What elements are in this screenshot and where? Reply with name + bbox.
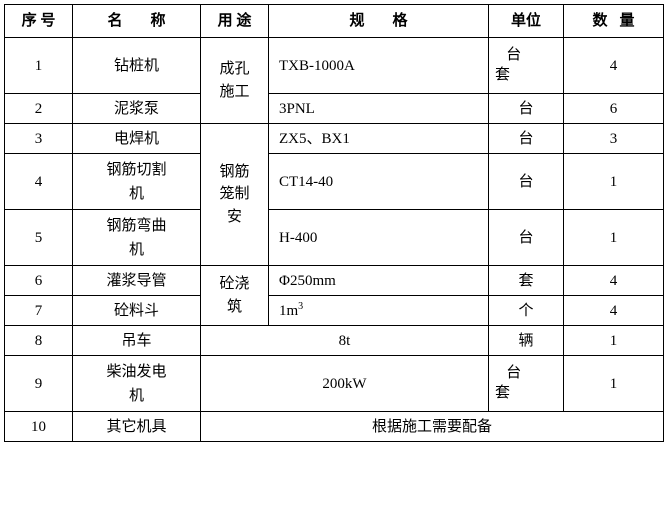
- cell-qty: 1: [564, 154, 664, 210]
- cell-spec: H-400: [269, 210, 489, 266]
- table-row: 3 电焊机 钢筋笼制安 ZX5、BX1 台 3: [5, 124, 664, 154]
- cell-spec: TXB-1000A: [269, 38, 489, 94]
- cell-unit: 台: [489, 154, 564, 210]
- cell-qty: 1: [564, 210, 664, 266]
- table-row: 4 钢筋切割机 CT14-40 台 1: [5, 154, 664, 210]
- cell-name: 钻桩机: [73, 38, 201, 94]
- cell-name: 砼料斗: [73, 296, 201, 326]
- cell-unit: 个: [489, 296, 564, 326]
- cell-unit: 台: [489, 210, 564, 266]
- table-row: 10 其它机具 根据施工需要配备: [5, 412, 664, 442]
- name-label: 柴油发电机: [106, 364, 166, 404]
- header-use: 用 途: [201, 5, 269, 38]
- use-label: 砼浇筑: [219, 276, 249, 315]
- cell-qty: 4: [564, 296, 664, 326]
- cell-name: 钢筋切割机: [73, 154, 201, 210]
- table-row: 1 钻桩机 成孔施工 TXB-1000A 台套 4: [5, 38, 664, 94]
- cell-seq: 6: [5, 266, 73, 296]
- cell-spec-merged: 根据施工需要配备: [201, 412, 664, 442]
- cell-use: 成孔施工: [201, 38, 269, 124]
- header-qty: 数量: [564, 5, 664, 38]
- cell-qty: 1: [564, 356, 664, 412]
- cell-name: 吊车: [73, 326, 201, 356]
- cell-unit: 台套: [489, 356, 564, 412]
- cell-seq: 7: [5, 296, 73, 326]
- cell-use: 钢筋笼制安: [201, 124, 269, 266]
- cell-unit: 套: [489, 266, 564, 296]
- cell-seq: 1: [5, 38, 73, 94]
- cell-spec: CT14-40: [269, 154, 489, 210]
- cell-seq: 3: [5, 124, 73, 154]
- table-row: 2 泥浆泵 3PNL 台 6: [5, 94, 664, 124]
- table-row: 9 柴油发电机 200kW 台套 1: [5, 356, 664, 412]
- use-label: 成孔施工: [219, 61, 249, 100]
- cell-qty: 1: [564, 326, 664, 356]
- cell-seq: 8: [5, 326, 73, 356]
- cell-name: 灌浆导管: [73, 266, 201, 296]
- cell-seq: 5: [5, 210, 73, 266]
- cell-spec: Φ250mm: [269, 266, 489, 296]
- table-row: 7 砼料斗 1m3 个 4: [5, 296, 664, 326]
- cell-qty: 6: [564, 94, 664, 124]
- cell-unit: 台: [489, 124, 564, 154]
- table-header-row: 序 号 名称 用 途 规格 单位 数量: [5, 5, 664, 38]
- cell-name: 其它机具: [73, 412, 201, 442]
- cell-spec: 3PNL: [269, 94, 489, 124]
- cell-qty: 4: [564, 38, 664, 94]
- cell-unit: 台: [489, 94, 564, 124]
- table-row: 8 吊车 8t 辆 1: [5, 326, 664, 356]
- table-row: 5 钢筋弯曲机 H-400 台 1: [5, 210, 664, 266]
- cell-qty: 3: [564, 124, 664, 154]
- cell-seq: 4: [5, 154, 73, 210]
- cell-unit: 台套: [489, 38, 564, 94]
- cell-unit: 辆: [489, 326, 564, 356]
- header-spec: 规格: [269, 5, 489, 38]
- cell-qty: 4: [564, 266, 664, 296]
- header-unit: 单位: [489, 5, 564, 38]
- equipment-table: 序 号 名称 用 途 规格 单位 数量 1 钻桩机 成孔施工 TXB-1000A…: [4, 4, 664, 442]
- name-label: 钢筋弯曲机: [106, 218, 166, 258]
- cell-spec: 200kW: [201, 356, 489, 412]
- cell-name: 泥浆泵: [73, 94, 201, 124]
- use-label: 钢筋笼制安: [219, 164, 249, 225]
- table-row: 6 灌浆导管 砼浇筑 Φ250mm 套 4: [5, 266, 664, 296]
- cell-name: 柴油发电机: [73, 356, 201, 412]
- cell-spec: 1m3: [269, 296, 489, 326]
- cell-seq: 10: [5, 412, 73, 442]
- cell-spec: ZX5、BX1: [269, 124, 489, 154]
- name-label: 钢筋切割机: [106, 162, 166, 202]
- cell-name: 电焊机: [73, 124, 201, 154]
- cell-spec: 8t: [201, 326, 489, 356]
- unit-label: 台套: [495, 365, 521, 401]
- cell-use: 砼浇筑: [201, 266, 269, 326]
- cell-name: 钢筋弯曲机: [73, 210, 201, 266]
- header-seq: 序 号: [5, 5, 73, 38]
- unit-label: 台套: [495, 47, 521, 83]
- cell-seq: 2: [5, 94, 73, 124]
- header-name: 名称: [73, 5, 201, 38]
- cell-seq: 9: [5, 356, 73, 412]
